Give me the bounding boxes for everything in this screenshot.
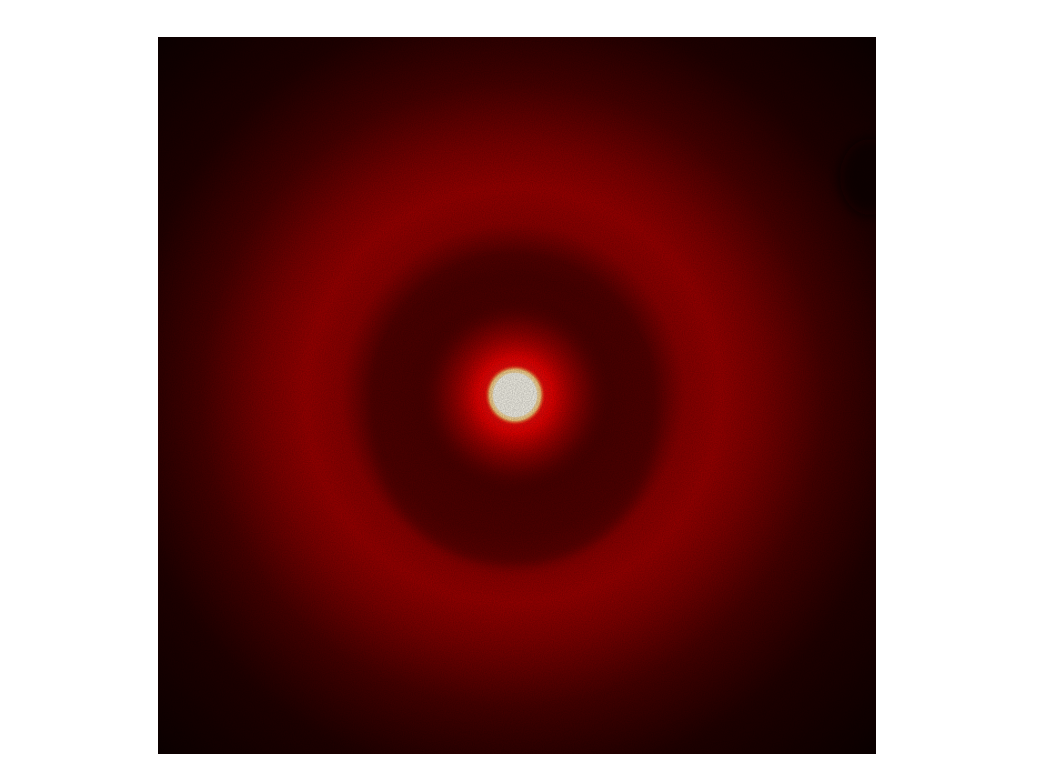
diffraction-image [158, 37, 876, 754]
diffraction-image-svg [158, 37, 876, 754]
speckle-noise [158, 37, 876, 754]
